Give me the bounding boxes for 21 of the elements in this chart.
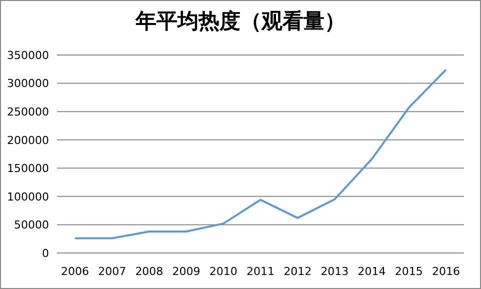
x-tick-label: 2006 [61, 264, 89, 278]
x-tick-label: 2016 [432, 264, 460, 278]
x-tick-label: 2007 [98, 264, 126, 278]
x-tick-label: 2011 [246, 264, 274, 278]
chart-title: 年平均热度（观看量） [134, 8, 346, 35]
x-tick-label: 2009 [172, 264, 200, 278]
y-tick-label: 50000 [14, 218, 49, 232]
y-tick-label: 100000 [7, 190, 49, 204]
line-series [74, 68, 447, 240]
y-tick-label: 350000 [7, 48, 49, 62]
y-tick-label: 250000 [7, 105, 49, 118]
y-tick-label: 0 [42, 246, 49, 260]
x-tick-label: 2008 [135, 264, 164, 278]
x-tick-label: 2014 [358, 264, 386, 278]
y-tick-label: 200000 [7, 134, 49, 147]
x-tick-label: 2010 [209, 264, 238, 278]
y-tick-label: 300000 [7, 77, 49, 90]
x-tick-label: 2012 [284, 264, 312, 278]
y-tick-label: 150000 [7, 162, 49, 176]
x-tick-label: 2015 [394, 264, 423, 278]
x-tick-label: 2013 [320, 264, 349, 278]
